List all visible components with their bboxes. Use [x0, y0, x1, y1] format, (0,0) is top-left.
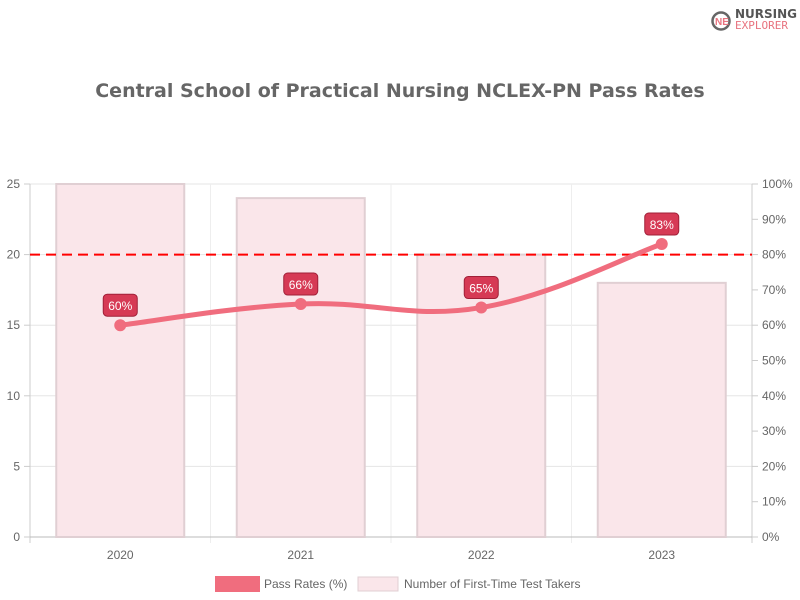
y-right-tick-label: 10%	[762, 495, 786, 509]
y-right-tick-label: 0%	[762, 530, 780, 544]
data-label: 83%	[650, 218, 674, 232]
data-label: 60%	[108, 299, 132, 313]
y-left-tick-label: 10	[7, 389, 21, 403]
legend-swatch	[215, 576, 260, 592]
logo-icon: NE	[711, 10, 731, 31]
logo: NE NURSING EXPLORER	[710, 8, 797, 31]
chart-title: Central School of Practical Nursing NCLE…	[95, 80, 705, 102]
data-label-box	[102, 293, 138, 317]
data-label-box	[463, 276, 499, 300]
series-line	[119, 241, 663, 328]
y-right-tick-label: 80%	[762, 248, 786, 262]
data-point	[294, 298, 307, 311]
logo-text: EXPLORER	[735, 19, 788, 32]
y-left-tick-label: 20	[7, 248, 21, 262]
data-point	[114, 319, 127, 332]
y-right-tick-label: 100%	[762, 177, 793, 191]
y-right-tick-label: 30%	[762, 424, 786, 438]
y-left-tick-label: 25	[7, 177, 21, 191]
data-label-box	[644, 212, 680, 236]
x-tick-label: 2022	[468, 548, 495, 562]
legend-label: Pass Rates (%)	[264, 577, 347, 591]
y-right-tick-label: 60%	[762, 318, 786, 332]
y-left-tick-label: 15	[7, 318, 21, 332]
y-right-tick-label: 70%	[762, 283, 786, 297]
y-right-tick-label: 50%	[762, 354, 786, 368]
bar	[55, 183, 186, 538]
y-left-tick-label: 0	[13, 530, 20, 544]
legend-swatch	[357, 576, 399, 592]
y-right-tick-label: 90%	[762, 212, 786, 226]
logo-text: NURSING	[735, 7, 798, 21]
data-label: 65%	[469, 282, 493, 296]
data-label-box	[283, 272, 319, 296]
bar	[235, 197, 366, 538]
bar	[596, 281, 727, 538]
y-right-tick-label: 20%	[762, 459, 786, 473]
legend-label: Number of First-Time Test Takers	[404, 577, 580, 591]
x-tick-label: 2020	[107, 548, 134, 562]
data-point	[475, 301, 488, 314]
x-tick-label: 2023	[648, 548, 675, 562]
x-tick-label: 2021	[287, 548, 314, 562]
data-label: 66%	[289, 278, 313, 292]
y-left-tick-label: 5	[13, 459, 20, 473]
svg-text:NE: NE	[715, 17, 729, 28]
data-point	[655, 238, 668, 251]
y-right-tick-label: 40%	[762, 389, 786, 403]
